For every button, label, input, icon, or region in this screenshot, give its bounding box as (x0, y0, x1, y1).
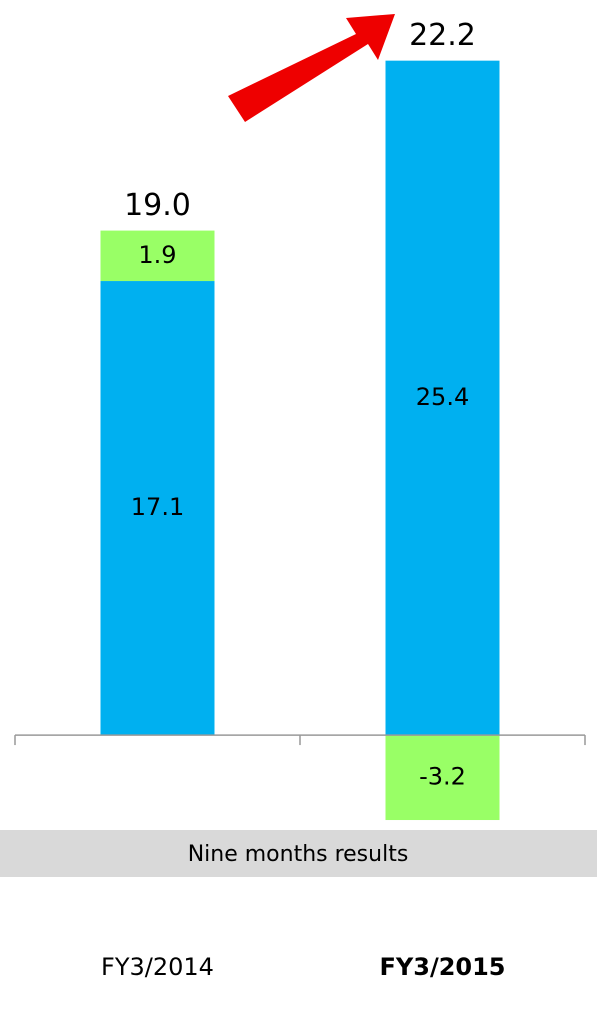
total-label: 22.2 (409, 18, 476, 53)
x-tick-label: FY3/2014 (101, 953, 214, 981)
bar-segment (385, 60, 500, 736)
bar-segment (100, 230, 215, 282)
x-tick-label: FY3/2015 (379, 953, 505, 981)
bar-segment (100, 281, 215, 736)
total-label: 19.0 (124, 188, 191, 223)
value-label: -3.2 (419, 763, 466, 791)
value-label: 25.4 (416, 383, 469, 411)
band-label: Nine months results (188, 842, 409, 867)
value-label: 17.1 (131, 493, 184, 521)
value-label: 1.9 (138, 241, 176, 269)
arrow (228, 14, 395, 122)
band (0, 830, 597, 877)
bar-segment (385, 735, 500, 821)
